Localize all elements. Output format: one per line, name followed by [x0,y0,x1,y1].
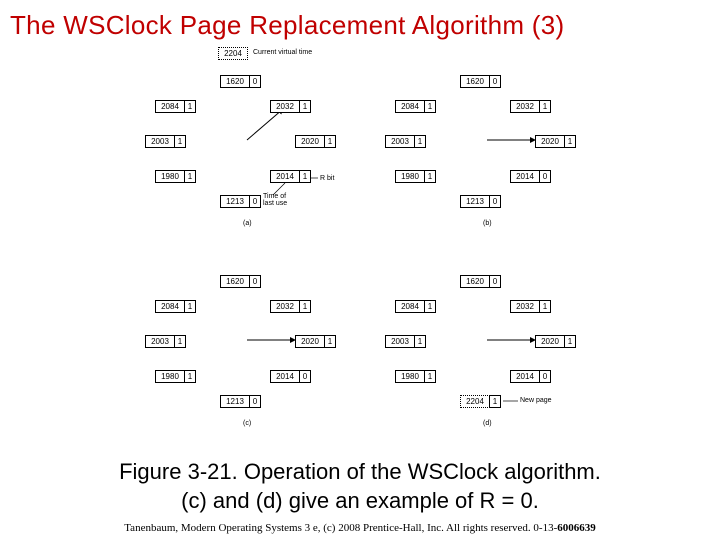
page-entry-box: 2084 [395,300,425,313]
page-entry-rbit: 0 [489,195,501,208]
page-entry-box: 1620 [460,75,490,88]
page-entry-rbit: 0 [249,195,261,208]
page-entry-rbit: 1 [184,300,196,313]
page-entry-rbit: 1 [539,100,551,113]
page-entry-box: 1620 [220,75,250,88]
page-entry-box: 1620 [460,275,490,288]
page-title: The WSClock Page Replacement Algorithm (… [0,0,720,41]
header-time-label: Current virtual time [253,49,312,56]
page-entry-rbit: 1 [324,135,336,148]
page-entry-rbit: 1 [489,395,501,408]
page-entry-box: 2020 [295,335,325,348]
page-entry-box: 2014 [510,370,540,383]
footer-citation: Tanenbaum, Modern Operating Systems 3 e,… [0,522,720,534]
page-entry-box: 2003 [145,335,175,348]
page-entry-box: 2032 [510,100,540,113]
page-entry-box: 1620 [220,275,250,288]
footer-text: Tanenbaum, Modern Operating Systems 3 e,… [124,522,557,534]
page-entry-rbit: 0 [299,370,311,383]
page-entry-rbit: 0 [539,170,551,183]
panel-tag-c: (c) [243,420,251,427]
panel-a: Time oflast use R bit (a) 16200203212084… [155,75,345,245]
page-entry-rbit: 1 [299,300,311,313]
header-time-box: 2204 [218,47,248,60]
page-entry-rbit: 1 [424,170,436,183]
page-entry-box: 2014 [510,170,540,183]
page-entry-box: 1213 [220,195,250,208]
page-entry-rbit: 1 [184,370,196,383]
figure-caption: Figure 3-21. Operation of the WSClock al… [0,458,720,515]
page-entry-rbit: 0 [249,275,261,288]
page-entry-rbit: 0 [489,275,501,288]
panel-tag-a: (a) [243,220,252,227]
page-entry-box: 2020 [295,135,325,148]
page-entry-box: 1213 [220,395,250,408]
page-entry-box: 2003 [145,135,175,148]
page-entry-box: 2084 [395,100,425,113]
page-entry-box: 2020 [535,335,565,348]
page-entry-box: 2003 [385,335,415,348]
page-entry-box: 1980 [395,370,425,383]
page-entry-rbit: 1 [424,370,436,383]
page-entry-box: 2084 [155,300,185,313]
page-entry-box: 2084 [155,100,185,113]
page-entry-rbit: 1 [564,335,576,348]
panel-c: (c) 162002032120841202012003120140198011… [155,275,345,445]
page-entry-rbit: 1 [424,300,436,313]
panel-b: (b) 162002032120841202012003120140198011… [395,75,585,245]
panel-d: New page (d) 162002032120841202012003120… [395,275,595,445]
page-entry-rbit: 0 [249,75,261,88]
page-entry-box: 1980 [155,170,185,183]
panel-tag-d: (d) [483,420,492,427]
diagram-area: 2204 Current virtual time Time oflast us… [135,55,595,450]
page-entry-box: 2204 [460,395,490,408]
page-entry-rbit: 0 [489,75,501,88]
page-entry-rbit: 1 [299,100,311,113]
page-entry-box: 2032 [270,100,300,113]
footer-isbn: 6006639 [557,522,596,534]
page-entry-box: 2032 [270,300,300,313]
page-entry-rbit: 1 [414,135,426,148]
page-entry-rbit: 1 [414,335,426,348]
page-entry-rbit: 1 [539,300,551,313]
page-entry-rbit: 1 [174,335,186,348]
page-entry-rbit: 1 [564,135,576,148]
page-entry-rbit: 1 [324,335,336,348]
page-entry-box: 1980 [155,370,185,383]
caption-line-2: (c) and (d) give an example of R = 0. [181,488,539,513]
page-entry-rbit: 0 [249,395,261,408]
page-entry-rbit: 1 [299,170,311,183]
caption-line-1: Figure 3-21. Operation of the WSClock al… [119,459,601,484]
page-entry-rbit: 1 [184,100,196,113]
page-entry-box: 1980 [395,170,425,183]
page-entry-box: 1213 [460,195,490,208]
page-entry-box: 2020 [535,135,565,148]
panel-tag-b: (b) [483,220,492,227]
page-entry-box: 2014 [270,370,300,383]
page-entry-rbit: 0 [539,370,551,383]
page-entry-rbit: 1 [184,170,196,183]
page-entry-rbit: 1 [174,135,186,148]
page-entry-box: 2032 [510,300,540,313]
page-entry-box: 2003 [385,135,415,148]
page-entry-rbit: 1 [424,100,436,113]
page-entry-box: 2014 [270,170,300,183]
